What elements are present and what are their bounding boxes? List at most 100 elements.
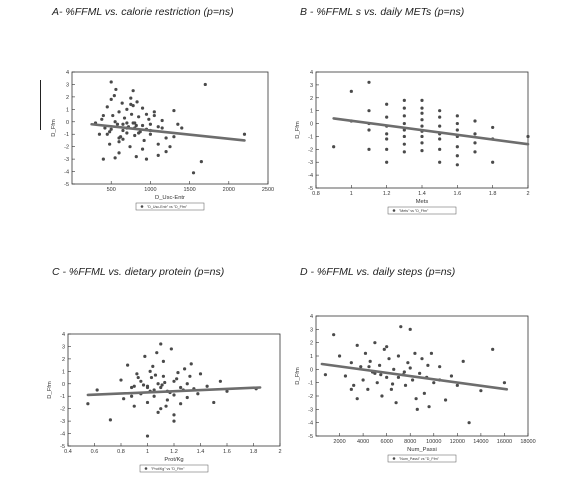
data-point	[140, 147, 145, 151]
data-point	[172, 413, 176, 417]
y-tick-label: 4	[310, 70, 313, 76]
y-tick-label: -5	[64, 182, 69, 188]
data-point	[438, 147, 442, 151]
data-point	[426, 363, 430, 367]
y-tick-label: 4	[66, 70, 69, 76]
data-point	[349, 361, 353, 365]
y-axis-label: D_Ffm	[51, 119, 57, 137]
y-tick-label: 0	[310, 367, 313, 373]
x-tick-label: 1.8	[489, 191, 497, 197]
data-point	[422, 391, 426, 395]
data-point	[402, 150, 406, 154]
y-tick-label: 2	[62, 357, 65, 363]
data-point	[212, 400, 216, 405]
x-tick-label: 0.8	[312, 191, 320, 197]
data-point	[375, 381, 379, 385]
data-point	[438, 109, 442, 113]
data-point	[172, 393, 176, 397]
data-point	[180, 126, 184, 130]
legend-label: "Prot/Kg" vs "D_Ffm"	[151, 467, 185, 471]
data-point	[144, 157, 149, 161]
data-point	[399, 325, 403, 329]
data-point	[408, 327, 412, 331]
data-point	[164, 136, 168, 140]
data-point	[420, 118, 424, 122]
data-point	[385, 147, 389, 151]
data-point	[175, 377, 179, 381]
y-tick-label: -2	[64, 145, 69, 151]
data-point	[147, 117, 151, 121]
data-point	[455, 154, 459, 158]
data-point	[378, 363, 382, 367]
x-tick-label: 18000	[520, 439, 535, 445]
y-tick-label: -5	[60, 444, 65, 450]
data-point	[218, 379, 222, 383]
y-tick-label: -4	[308, 421, 313, 427]
margin-rule	[40, 80, 41, 130]
data-point	[172, 379, 176, 383]
data-point	[367, 80, 371, 84]
data-point	[479, 389, 483, 393]
y-tick-label: -3	[308, 160, 313, 166]
x-tick-label: 2000	[333, 439, 345, 445]
data-point	[396, 354, 401, 358]
legend-box	[139, 464, 209, 473]
x-tick-label: 12000	[450, 439, 465, 445]
data-point	[420, 98, 424, 102]
data-point	[117, 110, 121, 114]
data-point	[196, 392, 200, 396]
y-tick-label: -3	[308, 407, 313, 413]
data-point	[438, 365, 442, 369]
data-point	[129, 112, 134, 116]
data-point	[111, 113, 115, 118]
y-tick-label: -1	[64, 132, 69, 138]
data-point	[352, 383, 356, 387]
x-tick-label: 2000	[223, 187, 235, 193]
x-tick-label: 2500	[262, 187, 274, 193]
data-point	[332, 145, 336, 149]
data-point	[438, 115, 442, 119]
x-tick-label: 1.2	[383, 191, 391, 197]
data-point	[385, 115, 389, 119]
data-point	[140, 106, 145, 110]
y-tick-label: 2	[310, 96, 313, 102]
data-point	[172, 419, 176, 423]
data-point	[191, 171, 196, 175]
data-point	[148, 122, 152, 126]
data-point	[156, 382, 160, 386]
data-point	[160, 118, 164, 123]
data-point	[455, 145, 459, 149]
data-point	[413, 351, 417, 355]
x-tick-label: 4000	[357, 439, 369, 445]
y-tick-label: 4	[310, 314, 313, 320]
panel-c-title: C - %FFML vs. dietary protein (p=ns)	[52, 266, 225, 278]
data-point	[117, 151, 121, 155]
data-point	[105, 105, 109, 109]
data-point	[205, 384, 209, 388]
data-point	[156, 153, 160, 157]
regression-line	[86, 386, 262, 397]
legend-label: "Num_Passi" vs "D_Ffm"	[399, 457, 440, 461]
data-point	[473, 150, 477, 154]
data-point	[367, 128, 371, 132]
data-point	[117, 140, 121, 144]
data-point	[367, 147, 371, 151]
data-point	[155, 351, 159, 355]
y-tick-label: 3	[66, 82, 69, 88]
data-point	[115, 122, 120, 126]
data-point	[121, 128, 125, 133]
chart-panel-b: -5 -4 -3 -2 -1 0 1 2 3 4 0.8 1 1.2 1.4 1.6 1.8 2 Mets D_Ff…	[295, 70, 530, 215]
data-point	[420, 106, 424, 110]
data-point	[145, 434, 150, 438]
data-point	[455, 383, 459, 387]
x-axis-label: Num_Passi	[407, 447, 437, 453]
data-point	[108, 418, 112, 422]
data-point	[449, 374, 454, 378]
data-point	[176, 122, 180, 126]
data-point	[367, 109, 371, 113]
legend-box	[135, 202, 205, 211]
data-point	[172, 135, 176, 139]
data-point	[368, 359, 372, 363]
data-point	[109, 80, 113, 84]
data-point	[160, 126, 164, 130]
